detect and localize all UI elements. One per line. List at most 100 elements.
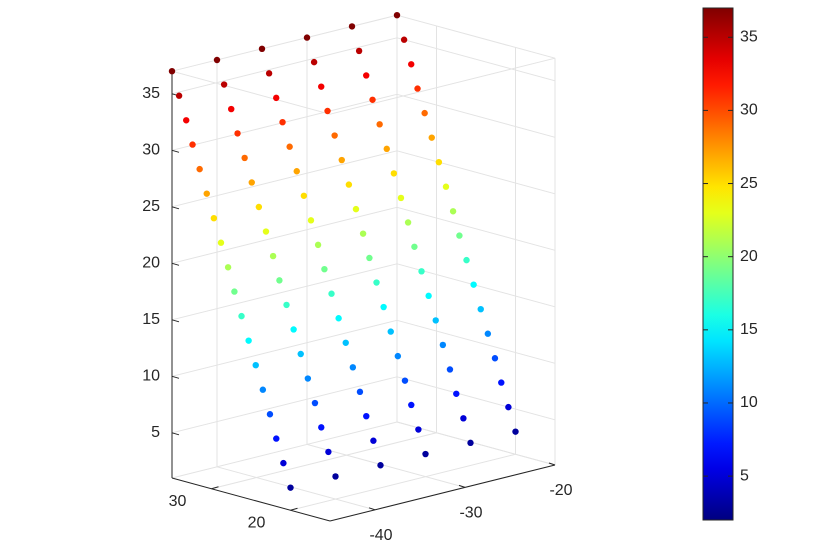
x-axis (329, 464, 556, 522)
point (408, 401, 415, 409)
point (203, 190, 210, 197)
grid-line (171, 319, 398, 377)
point (512, 428, 519, 435)
point (397, 194, 405, 202)
z-tick-label: 30 (142, 142, 160, 159)
point (505, 403, 512, 411)
point (220, 81, 228, 88)
grid-line (396, 150, 556, 195)
point (217, 239, 225, 246)
point (224, 264, 232, 271)
point (491, 355, 499, 362)
grid-line (216, 466, 376, 511)
point (245, 337, 252, 344)
point (297, 350, 304, 358)
colorbar-tick-label: 35 (740, 28, 758, 45)
point (401, 377, 409, 384)
grid-line (290, 453, 516, 511)
point (262, 228, 270, 235)
point (477, 305, 484, 313)
box-edge (329, 57, 556, 115)
point (231, 288, 238, 295)
z-tick-label: 5 (151, 424, 160, 441)
point (373, 279, 380, 286)
point (369, 96, 376, 103)
point (290, 326, 297, 333)
point (311, 399, 319, 407)
point (259, 386, 267, 393)
z-tick-label: 10 (142, 368, 160, 385)
colorbar-tick-label: 30 (740, 102, 758, 119)
point (175, 92, 183, 99)
point (404, 219, 412, 226)
point (414, 85, 421, 92)
x-tick-label: -30 (459, 505, 482, 522)
colorbar-tick-label: 5 (740, 467, 749, 484)
box-edge (171, 14, 398, 72)
point (266, 411, 274, 418)
point (463, 256, 470, 264)
point (252, 361, 259, 369)
point (287, 484, 294, 491)
point (484, 330, 492, 337)
colorbar-tick-label: 20 (740, 248, 758, 265)
point (449, 208, 457, 215)
point (359, 230, 367, 237)
grid-line (171, 376, 398, 434)
z-tick (171, 375, 180, 379)
point (411, 243, 418, 250)
point (355, 47, 363, 55)
colorbar (702, 7, 734, 521)
point (377, 462, 384, 469)
point (376, 121, 383, 128)
z-tick (171, 149, 180, 153)
y-tick (290, 507, 298, 511)
point (370, 437, 377, 444)
point (394, 352, 402, 360)
point (269, 252, 277, 260)
point (276, 277, 283, 284)
point (393, 12, 401, 19)
grid-line (211, 432, 437, 490)
point (210, 214, 218, 222)
point (318, 424, 325, 431)
point (428, 134, 435, 141)
colorbar-tick-label: 15 (740, 321, 758, 338)
grid-line (396, 421, 556, 466)
point (307, 217, 315, 224)
point (213, 56, 221, 64)
point (300, 192, 308, 199)
point (286, 143, 293, 150)
point (415, 426, 422, 433)
point (280, 459, 287, 467)
box-edge (396, 14, 556, 59)
point (408, 61, 415, 68)
grid-line (306, 443, 466, 488)
point (363, 412, 370, 420)
point (234, 130, 241, 137)
point (228, 105, 235, 113)
point (456, 232, 463, 239)
y-tick-label: 30 (169, 493, 187, 510)
point (446, 366, 454, 373)
point (390, 170, 398, 177)
point (498, 379, 505, 386)
point (238, 312, 245, 320)
point (363, 72, 370, 79)
z-tick-label: 25 (142, 198, 160, 215)
point (460, 415, 467, 422)
point (387, 328, 394, 335)
z-tick (171, 319, 180, 323)
point (168, 68, 176, 75)
point (293, 168, 300, 175)
point (248, 179, 255, 186)
point (335, 315, 342, 322)
point (318, 83, 325, 90)
point (328, 290, 335, 297)
point (258, 45, 266, 52)
point (325, 448, 332, 456)
point (345, 181, 353, 188)
point (241, 154, 248, 162)
point (425, 292, 432, 300)
